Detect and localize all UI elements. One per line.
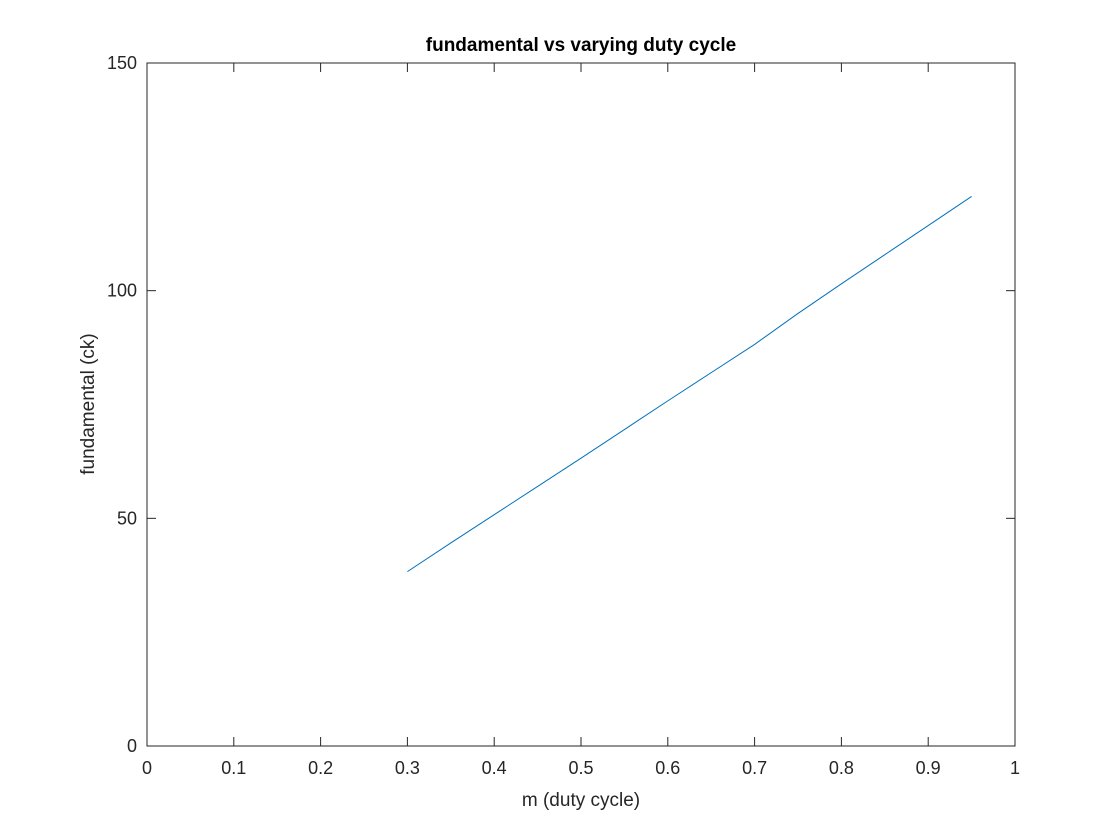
x-tick-label: 0.8	[829, 758, 854, 778]
x-tick-label: 0.6	[655, 758, 680, 778]
chart-title: fundamental vs varying duty cycle	[426, 35, 736, 56]
x-axis-label: m (duty cycle)	[522, 790, 640, 811]
y-tick-label: 0	[127, 736, 137, 756]
series-line	[407, 195, 972, 573]
x-tick-label: 0.3	[395, 758, 420, 778]
y-tick-label: 150	[107, 53, 137, 73]
plot-area	[147, 63, 1015, 746]
y-axis-label: fundamental (ck)	[78, 333, 99, 475]
x-tick-label: 0.4	[482, 758, 507, 778]
ticks-layer: 0 0.1 0.2 0.3 0.4 0.5 0.6 0.7 0.8 0.9 1 0 50 100 150	[107, 53, 1020, 778]
plot-frame	[146, 62, 1016, 747]
x-tick-label: 0.7	[742, 758, 767, 778]
x-tick-label: 0.2	[308, 758, 333, 778]
y-tick-label: 100	[107, 281, 137, 301]
y-tick-label: 50	[117, 508, 137, 528]
series-layer	[407, 195, 972, 573]
x-tick-label: 0	[142, 758, 152, 778]
x-tick-label: 0.5	[568, 758, 593, 778]
x-tick-label: 0.1	[221, 758, 246, 778]
x-tick-label: 0.9	[916, 758, 941, 778]
x-tick-label: 1	[1010, 758, 1020, 778]
